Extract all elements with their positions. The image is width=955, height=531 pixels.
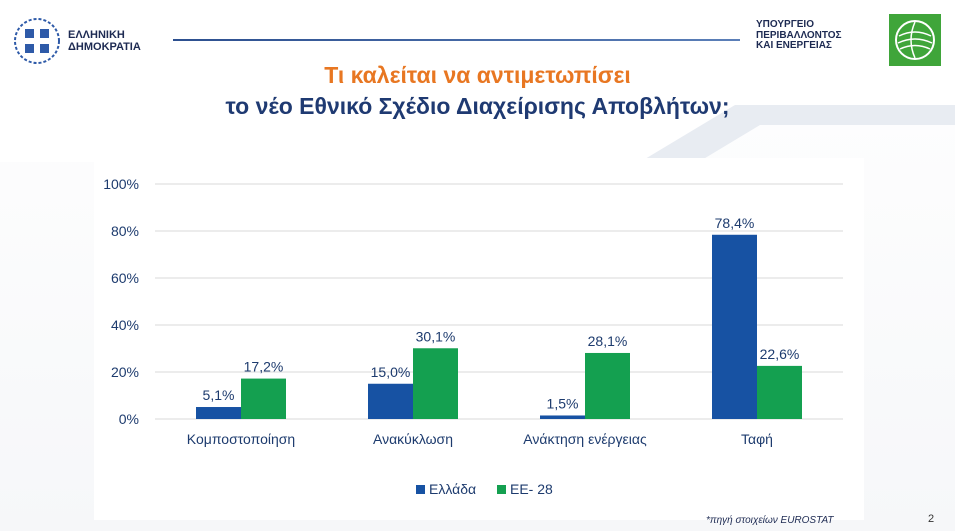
- bar: [413, 348, 458, 419]
- data-label: 28,1%: [588, 333, 628, 349]
- title-line1: Τι καλείται να αντιμετωπίσει: [324, 62, 631, 88]
- bar: [540, 415, 585, 419]
- ministry-name: ΥΠΟΥΡΓΕΙΟ ΠΕΡΙΒΑΛΛΟΝΤΟΣ ΚΑΙ ΕΝΕΡΓΕΙΑΣ: [756, 19, 842, 52]
- greek-republic-logo: ΕΛΛΗΝΙΚΗ ΔΗΜΟΚΡΑΤΙΑ: [12, 16, 141, 66]
- data-label: 30,1%: [416, 328, 456, 344]
- x-tick-label: Ανάκτηση ενέργειας: [523, 431, 647, 447]
- legend-label: Ελλάδα: [429, 481, 476, 497]
- legend-swatch: [416, 485, 425, 494]
- greek-republic-text: ΕΛΛΗΝΙΚΗ ΔΗΜΟΚΡΑΤΙΑ: [68, 29, 141, 53]
- bar: [196, 407, 241, 419]
- title-line2: το νέο Εθνικό Σχέδιο Διαχείρισης Αποβλήτ…: [225, 93, 730, 119]
- source-note: *πηγή στοιχείων EUROSTAT: [706, 515, 834, 526]
- republic-line1: ΕΛΛΗΝΙΚΗ: [68, 29, 125, 41]
- bar: [712, 234, 757, 419]
- data-label: 78,4%: [715, 215, 755, 231]
- x-tick-label: Ανακύκλωση: [373, 431, 453, 447]
- bar: [368, 383, 413, 419]
- legend-swatch: [497, 485, 506, 494]
- data-label: 1,5%: [547, 395, 579, 411]
- data-label: 5,1%: [203, 387, 235, 403]
- y-tick-label: 60%: [111, 270, 139, 286]
- globe-leaf-icon: [889, 14, 941, 66]
- y-tick-label: 80%: [111, 223, 139, 239]
- republic-line2: ΔΗΜΟΚΡΑΤΙΑ: [68, 41, 141, 53]
- ministry-line1: ΥΠΟΥΡΓΕΙΟ: [756, 19, 814, 30]
- y-tick-label: 100%: [103, 176, 139, 192]
- data-label: 22,6%: [760, 346, 800, 362]
- page-number: 2: [928, 513, 935, 525]
- slide-title: Τι καλείται να αντιμετωπίσει το νέο Εθνι…: [0, 60, 955, 122]
- data-label: 17,2%: [244, 359, 284, 375]
- x-tick-label: Ταφή: [741, 431, 773, 447]
- greek-cross-emblem-icon: [14, 18, 60, 64]
- data-label: 15,0%: [371, 364, 411, 380]
- chart-panel: 0% 20% 40% 60% 80% 100% 5,1% 17,2% Κομποστοποίησ…: [94, 158, 864, 520]
- ministry-line2: ΠΕΡΙΒΑΛΛΟΝΤΟΣ: [756, 29, 842, 41]
- header-divider: [173, 39, 740, 41]
- bar: [757, 365, 802, 419]
- legend-label: ΕΕ- 28: [510, 481, 553, 497]
- bar-chart: 0% 20% 40% 60% 80% 100% 5,1% 17,2% Κομποστοποίησ…: [103, 176, 843, 497]
- y-tick-label: 0%: [119, 411, 139, 427]
- bar: [241, 378, 286, 419]
- bar: [585, 352, 630, 419]
- y-tick-label: 40%: [111, 317, 139, 333]
- y-tick-label: 20%: [111, 364, 139, 380]
- x-tick-label: Κομποστοποίηση: [187, 431, 295, 447]
- ministry-line3: ΚΑΙ ΕΝΕΡΓΕΙΑΣ: [756, 40, 832, 51]
